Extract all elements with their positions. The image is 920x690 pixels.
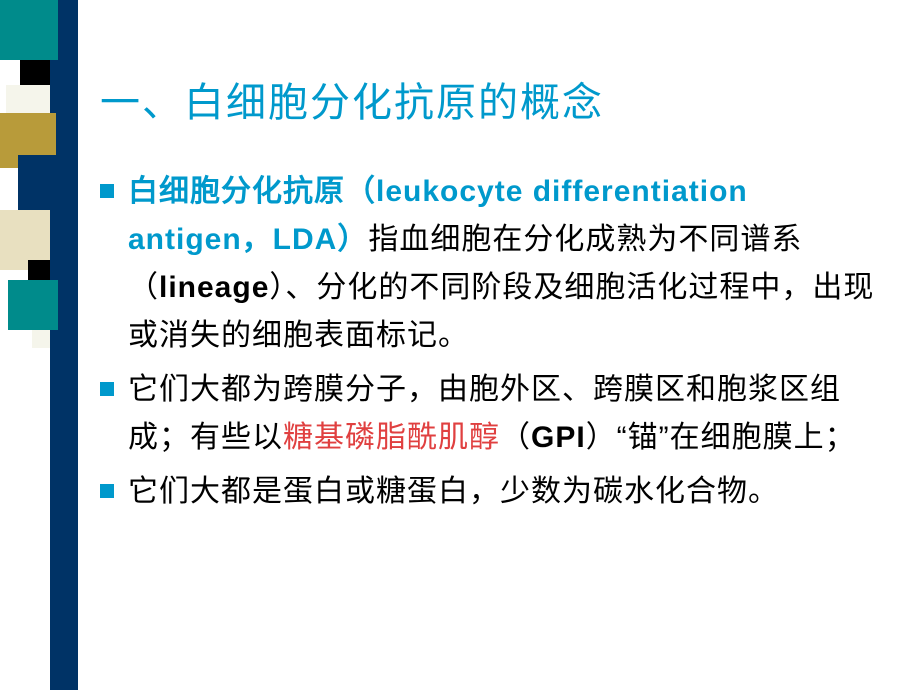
- slide-content: 一、白细胞分化抗原的概念 白细胞分化抗原（leukocyte different…: [100, 70, 880, 522]
- text-segment: GPI: [531, 421, 586, 454]
- text-segment: 糖基磷脂酰肌醇: [283, 421, 500, 454]
- decorative-sidebar: [0, 0, 90, 690]
- slide-title: 一、白细胞分化抗原的概念: [100, 70, 880, 128]
- bullet-item: 它们大都是蛋白或糖蛋白，少数为碳水化合物。: [128, 468, 880, 516]
- text-segment: lineage: [159, 271, 269, 304]
- bullet-list: 白细胞分化抗原（leukocyte differentiation antige…: [100, 168, 880, 516]
- bullet-item: 它们大都为跨膜分子，由胞外区、跨膜区和胞浆区组成；有些以糖基磷脂酰肌醇（GPI）…: [128, 366, 880, 462]
- text-segment: （: [500, 421, 531, 454]
- bullet-item: 白细胞分化抗原（leukocyte differentiation antige…: [128, 168, 880, 360]
- text-segment: 它们大都是蛋白或糖蛋白，少数为碳水化合物。: [128, 475, 779, 508]
- text-segment: ）“锚”在细胞膜上；: [586, 421, 856, 454]
